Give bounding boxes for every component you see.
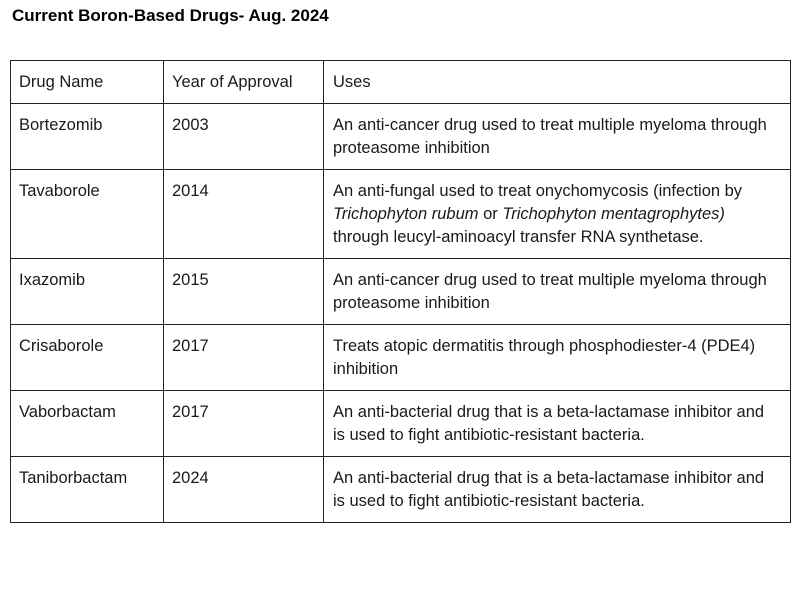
table-row: Crisaborole 2017 Treats atopic dermatiti… (10, 324, 791, 391)
column-header-year-of-approval: Year of Approval (163, 60, 324, 104)
drug-name-cell: Ixazomib (10, 258, 164, 325)
year-cell: 2024 (163, 456, 324, 523)
year-cell: 2014 (163, 169, 324, 259)
drug-name-cell: Vaborbactam (10, 390, 164, 457)
year-cell: 2003 (163, 103, 324, 170)
drugs-table: Drug Name Year of Approval Uses Bortezom… (10, 60, 791, 523)
page-title: Current Boron-Based Drugs- Aug. 2024 (12, 6, 329, 25)
table-row: Ixazomib 2015 An anti-cancer drug used t… (10, 258, 791, 325)
table-row: Taniborbactam 2024 An anti-bacterial dru… (10, 456, 791, 523)
drug-name-cell: Taniborbactam (10, 456, 164, 523)
uses-text: through leucyl-aminoacyl transfer RNA sy… (333, 228, 704, 246)
year-cell: 2017 (163, 324, 324, 391)
uses-cell: An anti-bacterial drug that is a beta-la… (323, 456, 791, 523)
year-cell: 2017 (163, 390, 324, 457)
uses-text: An anti-fungal used to treat onychomycos… (333, 182, 743, 200)
uses-cell: An anti-cancer drug used to treat multip… (323, 103, 791, 170)
drug-name-cell: Tavaborole (10, 169, 164, 259)
species-name: Trichophyton rubum (333, 205, 479, 223)
uses-cell: An anti-bacterial drug that is a beta-la… (323, 390, 791, 457)
table-header-row: Drug Name Year of Approval Uses (10, 60, 791, 104)
drug-name-cell: Crisaborole (10, 324, 164, 391)
column-header-drug-name: Drug Name (10, 60, 164, 104)
table-row: Tavaborole 2014 An anti-fungal used to t… (10, 169, 791, 259)
table-row: Vaborbactam 2017 An anti-bacterial drug … (10, 390, 791, 457)
species-name: Trichophyton mentagrophytes) (502, 205, 725, 223)
uses-text: or (478, 205, 503, 223)
table-row: Bortezomib 2003 An anti-cancer drug used… (10, 103, 791, 170)
uses-cell: Treats atopic dermatitis through phospho… (323, 324, 791, 391)
uses-cell: An anti-fungal used to treat onychomycos… (323, 169, 791, 259)
uses-cell: An anti-cancer drug used to treat multip… (323, 258, 791, 325)
column-header-uses: Uses (323, 60, 791, 104)
drug-name-cell: Bortezomib (10, 103, 164, 170)
year-cell: 2015 (163, 258, 324, 325)
